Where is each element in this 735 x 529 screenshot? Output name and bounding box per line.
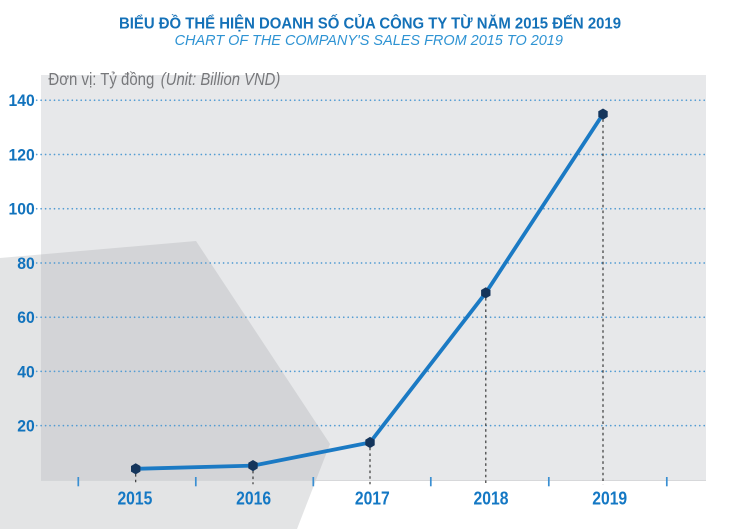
svg-text:80: 80 (17, 256, 35, 273)
svg-text:60: 60 (17, 310, 35, 327)
svg-text:(Unit: Billion VND): (Unit: Billion VND) (161, 70, 281, 89)
svg-text:100: 100 (9, 201, 35, 218)
svg-text:2015: 2015 (117, 489, 152, 509)
svg-text:2018: 2018 (474, 489, 509, 509)
svg-text:Đơn vị: Tỷ đồng: Đơn vị: Tỷ đồng (48, 70, 154, 89)
svg-text:120: 120 (9, 147, 35, 164)
svg-text:140: 140 (9, 93, 35, 110)
svg-text:2019: 2019 (592, 489, 627, 509)
svg-text:CHART OF THE COMPANY'S SALES F: CHART OF THE COMPANY'S SALES FROM 2015 T… (175, 33, 563, 49)
svg-text:2016: 2016 (236, 489, 271, 509)
svg-text:2017: 2017 (355, 489, 390, 509)
svg-text:40: 40 (17, 364, 35, 381)
svg-text:BIỂU ĐỒ THỂ HIỆN DOANH SỐ CỦA: BIỂU ĐỒ THỂ HIỆN DOANH SỐ CỦA CÔNG TY TỪ… (119, 15, 621, 33)
svg-text:20: 20 (17, 418, 35, 435)
